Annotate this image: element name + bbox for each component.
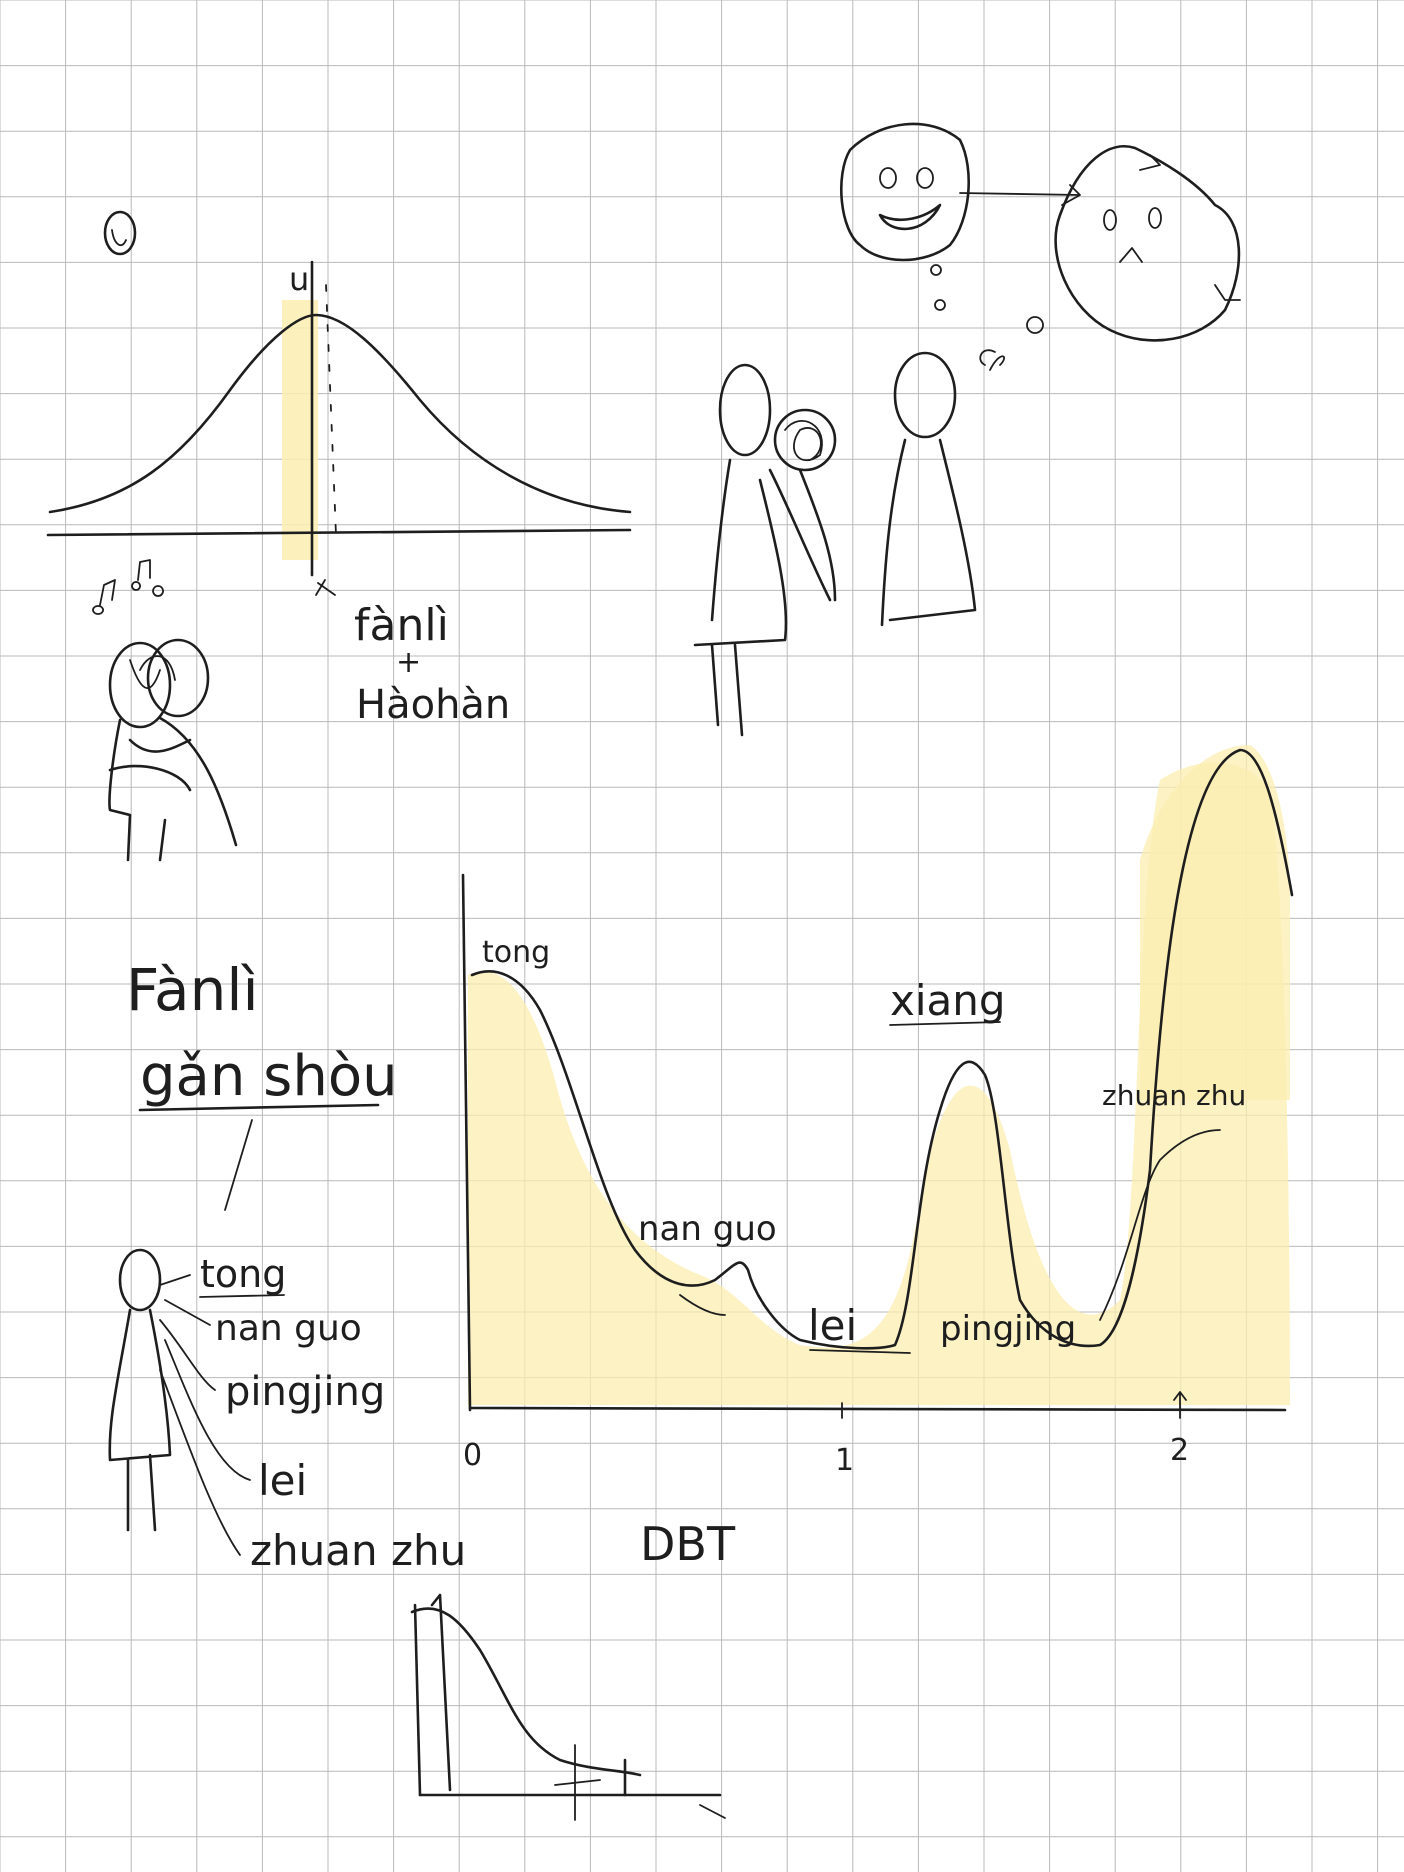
chart-labels: tong nan guo lei pingjing xiang zhuan zh… [463,935,1246,1571]
feeling-item-lei: lei [258,1456,307,1505]
stroke-mark [224,1119,253,1211]
chart-annotation-xiang: xiang [890,976,1006,1025]
chart-annotation-pingjing: pingjing [940,1309,1076,1349]
figure-head [718,363,772,457]
x-tick-arrow [1173,1391,1187,1419]
x-tick-label-2: 2 [1170,1433,1189,1468]
mini-chart [410,1593,726,1821]
mean-dashed [325,284,337,536]
thought-cloud-sad [1054,145,1241,342]
panel-title-1: Fànlì [126,956,259,1024]
chart-annotation-zhuanzhu: zhuan zhu [1102,1079,1246,1112]
frown-icon [1119,247,1143,263]
bell-axis [46,528,632,537]
chart-annotation-tong: tong [482,935,550,970]
tong-underline [199,1294,285,1298]
bodies [108,716,238,862]
highlight-right-peak [1140,745,1290,1100]
head-left [108,641,172,729]
bell-curve [48,313,632,514]
music-note-icon [92,559,164,615]
connector-arrow-icon [959,184,1081,206]
chart-annotation-nanguo: nan guo [638,1209,777,1249]
eye-icon [879,167,897,189]
three-figures-doodle [693,351,977,737]
eye-icon [1148,207,1162,229]
arrow-icon [315,579,336,596]
thought-doodle [840,122,1241,371]
x-tick-label-0: 0 [463,1438,482,1473]
x-tick-label-1: 1 [835,1443,854,1478]
annotation-fanli: fànlì [354,600,449,651]
feeling-item-nanguo: nan guo [215,1308,362,1349]
person-with-feelings [108,1248,251,1556]
mini-tail [699,1804,726,1819]
y-axis [461,873,472,1412]
highlight-mean-stripe [282,300,318,560]
mini-curve [410,1607,642,1777]
annotation-plus: + [396,645,421,680]
mini-mark-1 [430,1593,452,1792]
mu-label: u [289,260,309,298]
highlights [282,300,1290,1405]
mini-mark-2 [554,1744,601,1821]
title-underline [138,1103,380,1112]
eye-icon [916,167,934,189]
xiang-underline [889,1021,1001,1026]
person-head [118,1248,162,1312]
mini-y-axis [413,1603,422,1797]
scribble-head [773,408,837,472]
feeling-item-tong: tong [200,1252,286,1296]
x-axis-label: DBT [640,1517,736,1571]
x-axis [468,1406,1287,1412]
feeling-item-pingjing: pingjing [225,1369,385,1415]
head-right [146,638,210,718]
eye-icon [1103,209,1117,231]
nanguo-tail [679,1294,726,1316]
smile-icon [878,203,942,231]
person-body [108,1308,172,1532]
panel-title-2: gǎn shòu [140,1044,398,1109]
figure-bodies [693,438,977,737]
circle-marker-1 [103,210,137,256]
feeling-connectors [159,1274,251,1556]
bell-curve-sketch [46,210,632,596]
figure-head [893,351,957,439]
annotation-haohan: Hàohàn [356,682,510,728]
lei-underline [809,1349,911,1354]
zhuanzhu-curve [1099,1129,1221,1321]
main-chart [461,748,1294,1419]
emotion-curve [470,748,1294,1350]
feeling-list: tong nan guo pingjing lei zhuan zhu [199,1252,466,1575]
chart-annotation-lei: lei [808,1301,857,1350]
couple-music-doodle [92,559,238,862]
thought-cloud-happy [840,122,970,262]
feeling-item-zhuanzhu: zhuan zhu [250,1526,466,1575]
